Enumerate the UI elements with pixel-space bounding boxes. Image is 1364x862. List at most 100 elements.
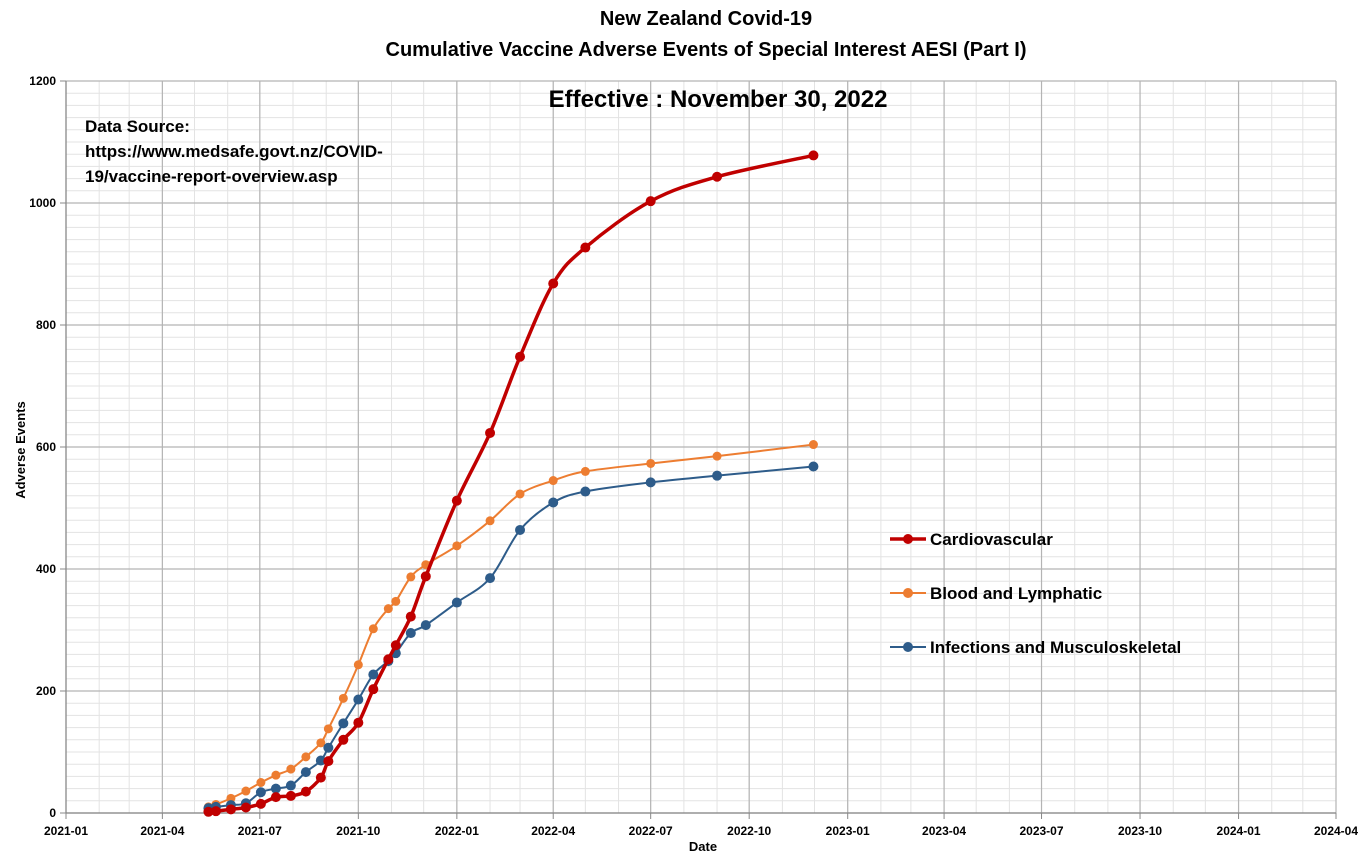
data-point-infections-and-musculoskeletal [712,470,723,481]
series-layer [203,150,819,817]
series-cardiovascular [203,150,819,817]
x-tick-label: 2022-10 [727,824,771,838]
legend-swatch-marker-infections-and-musculoskeletal [903,642,913,652]
legend-label-infections-and-musculoskeletal: Infections and Musculoskeletal [930,638,1181,657]
legend-item-cardiovascular: Cardiovascular [890,530,1053,549]
y-tick-label: 0 [49,806,56,820]
data-point-cardiovascular [383,654,394,665]
data-point-cardiovascular [270,792,281,803]
data-point-blood-and-lymphatic [548,476,558,486]
data-point-blood-and-lymphatic [646,458,656,468]
data-point-blood-and-lymphatic [286,764,296,774]
chart-subtitle: Effective : November 30, 2022 [549,86,888,113]
data-point-cardiovascular [808,150,819,161]
data-point-infections-and-musculoskeletal [353,694,364,705]
source-note-line-3: 19/vaccine-report-overview.asp [85,167,338,186]
data-point-blood-and-lymphatic [338,693,348,703]
data-point-blood-and-lymphatic [485,516,495,526]
data-point-infections-and-musculoskeletal [315,755,326,766]
data-point-cardiovascular [645,196,656,207]
y-tick-labels: 0 200 400 600 800 1000 1200 [29,74,66,820]
data-point-infections-and-musculoskeletal [548,497,559,508]
data-point-infections-and-musculoskeletal [580,486,591,497]
data-point-blood-and-lymphatic [323,724,333,734]
data-point-infections-and-musculoskeletal [451,597,462,608]
data-point-cardiovascular [515,351,526,362]
data-point-blood-and-lymphatic [353,660,363,670]
data-point-infections-and-musculoskeletal [338,718,349,729]
data-point-blood-and-lymphatic [368,624,378,634]
data-point-blood-and-lymphatic [301,752,311,762]
data-point-blood-and-lymphatic [712,451,722,461]
x-tick-label: 2021-01 [44,824,88,838]
data-point-blood-and-lymphatic [580,466,590,476]
data-point-infections-and-musculoskeletal [485,573,496,584]
data-point-cardiovascular [580,242,591,253]
data-point-blood-and-lymphatic [271,770,281,780]
y-tick-label: 1000 [29,196,56,210]
y-tick-label: 600 [36,440,56,454]
data-point-cardiovascular [203,806,214,817]
data-point-cardiovascular [240,802,251,813]
legend-item-blood-and-lymphatic: Blood and Lymphatic [890,584,1102,603]
data-point-blood-and-lymphatic [316,738,326,748]
data-point-cardiovascular [338,734,349,745]
x-tick-label: 2021-04 [140,824,184,838]
data-point-infections-and-musculoskeletal [285,780,296,791]
x-tick-label: 2024-01 [1217,824,1261,838]
x-tick-label: 2022-07 [629,824,673,838]
x-tick-label: 2022-01 [435,824,479,838]
series-infections-and-musculoskeletal [203,461,819,814]
data-point-infections-and-musculoskeletal [323,742,334,753]
data-point-cardiovascular [405,611,416,622]
data-point-cardiovascular [315,772,326,783]
data-point-cardiovascular [285,790,296,801]
x-tick-label: 2022-04 [531,824,575,838]
data-point-blood-and-lymphatic [808,440,818,450]
y-tick-label: 200 [36,684,56,698]
x-tick-label: 2024-04 [1314,824,1358,838]
legend: Cardiovascular Blood and Lymphatic Infec… [890,530,1181,657]
y-tick-label: 400 [36,562,56,576]
data-point-infections-and-musculoskeletal [368,669,379,680]
legend-swatch-marker-cardiovascular [903,534,913,544]
x-axis-label: Date [689,839,717,854]
data-point-cardiovascular [548,278,559,289]
y-tick-label: 1200 [29,74,56,88]
x-tick-label: 2023-10 [1118,824,1162,838]
x-tick-label: 2023-01 [826,824,870,838]
data-point-cardiovascular [323,756,334,767]
data-point-cardiovascular [368,684,379,695]
data-point-cardiovascular [353,717,364,728]
data-point-infections-and-musculoskeletal [300,767,311,778]
data-point-cardiovascular [390,640,401,651]
data-point-cardiovascular [225,804,236,815]
x-tick-label: 2021-10 [336,824,380,838]
x-tick-label: 2021-07 [238,824,282,838]
data-point-blood-and-lymphatic [406,572,416,582]
legend-item-infections-and-musculoskeletal: Infections and Musculoskeletal [890,638,1181,657]
data-point-infections-and-musculoskeletal [515,524,526,535]
data-point-infections-and-musculoskeletal [270,783,281,794]
chart-title-line-2: Cumulative Vaccine Adverse Events of Spe… [386,39,1027,61]
x-tick-label: 2023-04 [922,824,966,838]
data-point-cardiovascular [300,786,311,797]
legend-label-blood-and-lymphatic: Blood and Lymphatic [930,584,1102,603]
chart-title-line-1: New Zealand Covid-19 [600,8,812,30]
data-point-cardiovascular [210,806,221,817]
data-point-cardiovascular [451,495,462,506]
legend-swatch-marker-blood-and-lymphatic [903,588,913,598]
data-point-blood-and-lymphatic [241,786,251,796]
y-tick-label: 800 [36,318,56,332]
data-point-infections-and-musculoskeletal [808,461,819,472]
data-point-cardiovascular [712,171,723,182]
data-point-infections-and-musculoskeletal [420,620,431,631]
data-point-infections-and-musculoskeletal [405,628,416,639]
data-point-blood-and-lymphatic [452,541,462,551]
data-point-blood-and-lymphatic [515,489,525,499]
data-point-blood-and-lymphatic [391,596,401,606]
data-point-cardiovascular [420,571,431,582]
